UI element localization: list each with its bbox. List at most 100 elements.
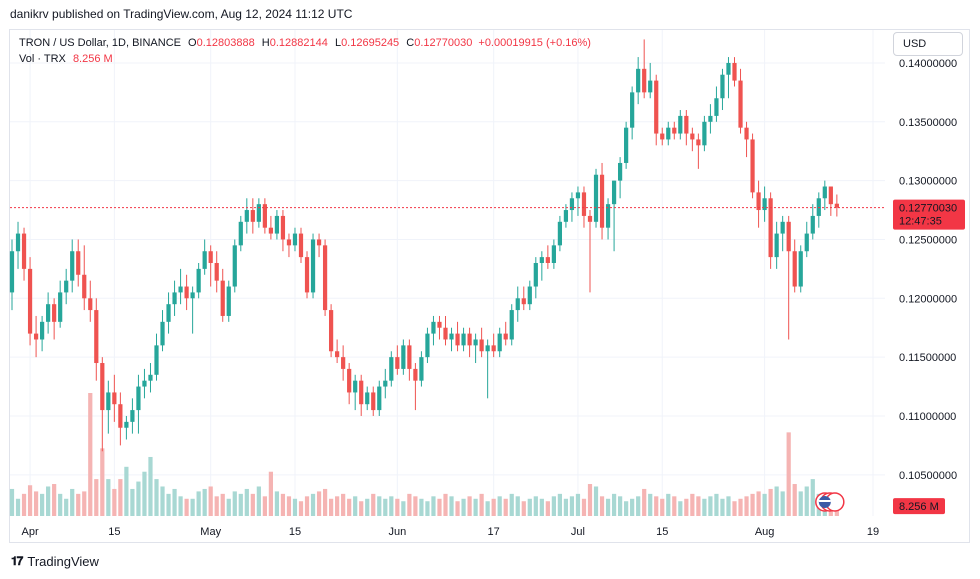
x-tick-label-5: 17 <box>488 526 500 538</box>
volume-bar-62 <box>383 498 388 516</box>
volume-bar-6 <box>46 486 51 516</box>
candle-28 <box>178 268 183 305</box>
volume-bar-28 <box>178 496 183 516</box>
candle-body-24 <box>154 345 159 375</box>
volume-bar-78 <box>479 493 484 516</box>
volume-bar-27 <box>172 488 177 516</box>
candle-body-19 <box>124 421 129 428</box>
volume-bar-117 <box>714 493 719 516</box>
volume-bar-69 <box>425 501 430 516</box>
last-price-tag: 0.12770030 12:47:35 <box>893 199 965 230</box>
candle-129 <box>786 215 791 340</box>
tradingview-logo[interactable]: 𝟏𝟕 TradingView <box>11 554 99 569</box>
candle-body-66 <box>407 345 412 369</box>
candle-body-48 <box>298 233 304 258</box>
volume-bar-131 <box>798 491 803 516</box>
candle-127 <box>774 221 779 269</box>
candle-body-111 <box>678 115 683 134</box>
candle-56 <box>347 363 352 405</box>
candle-body-86 <box>527 286 532 305</box>
volume-bar-58 <box>359 501 364 516</box>
volume-bar-114 <box>696 496 701 516</box>
legend-open-label: O <box>188 37 197 49</box>
volume-bar-89 <box>545 501 550 516</box>
candle-51 <box>316 233 322 258</box>
candle-body-15 <box>100 363 105 411</box>
candle-body-130 <box>792 251 797 287</box>
candle-130 <box>792 239 797 293</box>
volume-bar-115 <box>702 498 707 516</box>
candle-97 <box>593 168 599 228</box>
candle-countdown: 12:47:35 <box>899 216 942 228</box>
candle-94 <box>575 186 581 216</box>
candle-body-64 <box>395 357 400 369</box>
volume-bar-9 <box>64 498 69 516</box>
volume-bar-129 <box>786 432 791 516</box>
volume-bar-34 <box>214 496 219 516</box>
candle-71 <box>437 315 442 340</box>
candle-33 <box>208 245 213 287</box>
candle-73 <box>449 327 454 352</box>
candle-body-69 <box>425 333 430 358</box>
candle-47 <box>292 227 298 252</box>
candle-109 <box>666 121 671 146</box>
tradingview-icon: 𝟏𝟕 <box>11 554 23 568</box>
legend-high-label: H <box>261 37 270 49</box>
volume-bar-16 <box>106 479 111 516</box>
candle-body-6 <box>46 304 51 322</box>
candle-113 <box>690 127 695 152</box>
candle-body-97 <box>593 174 599 222</box>
candle-body-120 <box>732 62 737 81</box>
candle-body-77 <box>473 339 478 346</box>
candle-body-30 <box>190 292 195 299</box>
volume-bar-35 <box>220 493 225 516</box>
candle-body-116 <box>708 115 713 122</box>
volume-bar-66 <box>407 493 412 516</box>
volume-bar-40 <box>250 493 255 516</box>
volume-bar-11 <box>76 493 81 516</box>
volume-bar-50 <box>310 493 316 516</box>
candle-107 <box>654 74 659 146</box>
candle-body-117 <box>714 98 719 116</box>
x-tick-label-7: 15 <box>656 526 668 538</box>
candle-67 <box>413 363 418 411</box>
volume-bar-17 <box>112 488 117 516</box>
volume-bar-107 <box>654 496 659 516</box>
candle-body-17 <box>112 392 117 405</box>
currency-button[interactable]: USD <box>893 32 963 56</box>
legend-symbol[interactable]: TRON / US Dollar, 1D, BINANCE <box>19 37 181 49</box>
volume-bar-44 <box>274 491 280 516</box>
candle-body-135 <box>822 186 827 199</box>
candle-12 <box>82 245 87 311</box>
candle-body-21 <box>136 386 141 411</box>
candle-body-137 <box>834 203 839 208</box>
volume-bar-74 <box>455 501 460 516</box>
volume-bar-14 <box>94 479 99 516</box>
volume-bar-53 <box>328 498 334 516</box>
candle-105 <box>642 39 647 99</box>
volume-bar-0 <box>9 488 15 516</box>
candle-32 <box>202 239 207 275</box>
candle-body-125 <box>762 198 767 211</box>
volume-bar-76 <box>467 496 472 516</box>
volume-bar-3 <box>27 485 33 516</box>
candle-57 <box>353 374 358 411</box>
volume-bar-48 <box>298 501 304 516</box>
volume-bar-56 <box>347 498 352 516</box>
candle-body-126 <box>768 198 773 258</box>
legend-volume-label[interactable]: Vol · TRX <box>19 53 66 65</box>
candle-99 <box>605 198 611 240</box>
candle-body-90 <box>551 245 556 263</box>
candle-116 <box>708 104 713 134</box>
candle-22 <box>142 368 147 399</box>
economic-events-icon[interactable] <box>815 492 845 512</box>
candle-24 <box>154 333 159 381</box>
candle-body-68 <box>419 357 424 381</box>
candle-126 <box>768 192 773 269</box>
candle-body-40 <box>250 210 255 222</box>
candle-80 <box>491 333 496 358</box>
candle-55 <box>341 345 346 381</box>
volume-bar-12 <box>82 491 87 516</box>
volume-bar-94 <box>575 493 581 516</box>
